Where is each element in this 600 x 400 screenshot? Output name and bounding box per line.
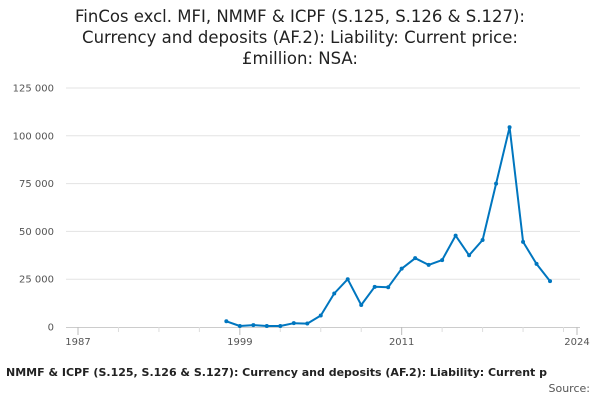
x-axis-tick-labels: 1987 1999 2011 2024 bbox=[65, 337, 589, 348]
x-tick-label: 1999 bbox=[227, 337, 252, 348]
y-tick-label: 0 bbox=[48, 323, 54, 334]
data-point bbox=[467, 253, 472, 258]
x-tick-label: 1987 bbox=[65, 337, 90, 348]
y-gridlines bbox=[66, 87, 580, 280]
data-point bbox=[507, 125, 512, 130]
data-point bbox=[305, 321, 310, 326]
y-tick-label: 125 000 bbox=[13, 84, 54, 95]
data-point bbox=[237, 324, 242, 329]
data-point bbox=[359, 303, 364, 308]
data-point bbox=[426, 262, 431, 267]
series-line bbox=[226, 126, 551, 327]
data-point bbox=[480, 238, 485, 243]
x-tick-label: 2011 bbox=[389, 337, 414, 348]
x-axis bbox=[66, 327, 580, 335]
data-point bbox=[264, 324, 269, 329]
data-point bbox=[399, 266, 404, 271]
y-tick-label: 50 000 bbox=[19, 227, 54, 238]
x-tick-label: 2024 bbox=[564, 337, 589, 348]
y-tick-label: 75 000 bbox=[19, 179, 54, 190]
data-point bbox=[224, 319, 229, 324]
chart-title-line-1: FinCos excl. MFI, NMMF & ICPF (S.125, S.… bbox=[74, 7, 525, 26]
source-label: Source: bbox=[548, 382, 591, 395]
data-point bbox=[372, 284, 377, 289]
data-point bbox=[251, 323, 256, 328]
data-point bbox=[548, 279, 553, 284]
data-point bbox=[318, 313, 323, 318]
data-point bbox=[278, 324, 283, 329]
data-point bbox=[534, 261, 539, 266]
data-point bbox=[345, 277, 350, 282]
chart-title-line-3: £million: NSA: bbox=[242, 49, 358, 68]
y-axis-tick-labels: 0 25 000 50 000 75 000 100 000 125 000 bbox=[13, 84, 54, 334]
data-point bbox=[386, 285, 391, 290]
data-point bbox=[521, 239, 526, 244]
y-tick-label: 100 000 bbox=[13, 131, 54, 142]
data-point bbox=[453, 233, 458, 238]
y-tick-label: 25 000 bbox=[19, 275, 54, 286]
series-footer-text: NMMF & ICPF (S.125, S.126 & S.127): Curr… bbox=[6, 366, 547, 379]
chart-title-line-2: Currency and deposits (AF.2): Liability:… bbox=[82, 28, 518, 47]
data-point bbox=[413, 256, 418, 261]
data-point bbox=[440, 258, 445, 263]
data-point bbox=[291, 321, 296, 326]
chart-title: FinCos excl. MFI, NMMF & ICPF (S.125, S.… bbox=[0, 6, 600, 69]
data-point bbox=[332, 291, 337, 296]
data-point bbox=[494, 181, 499, 186]
series-group bbox=[224, 125, 553, 329]
